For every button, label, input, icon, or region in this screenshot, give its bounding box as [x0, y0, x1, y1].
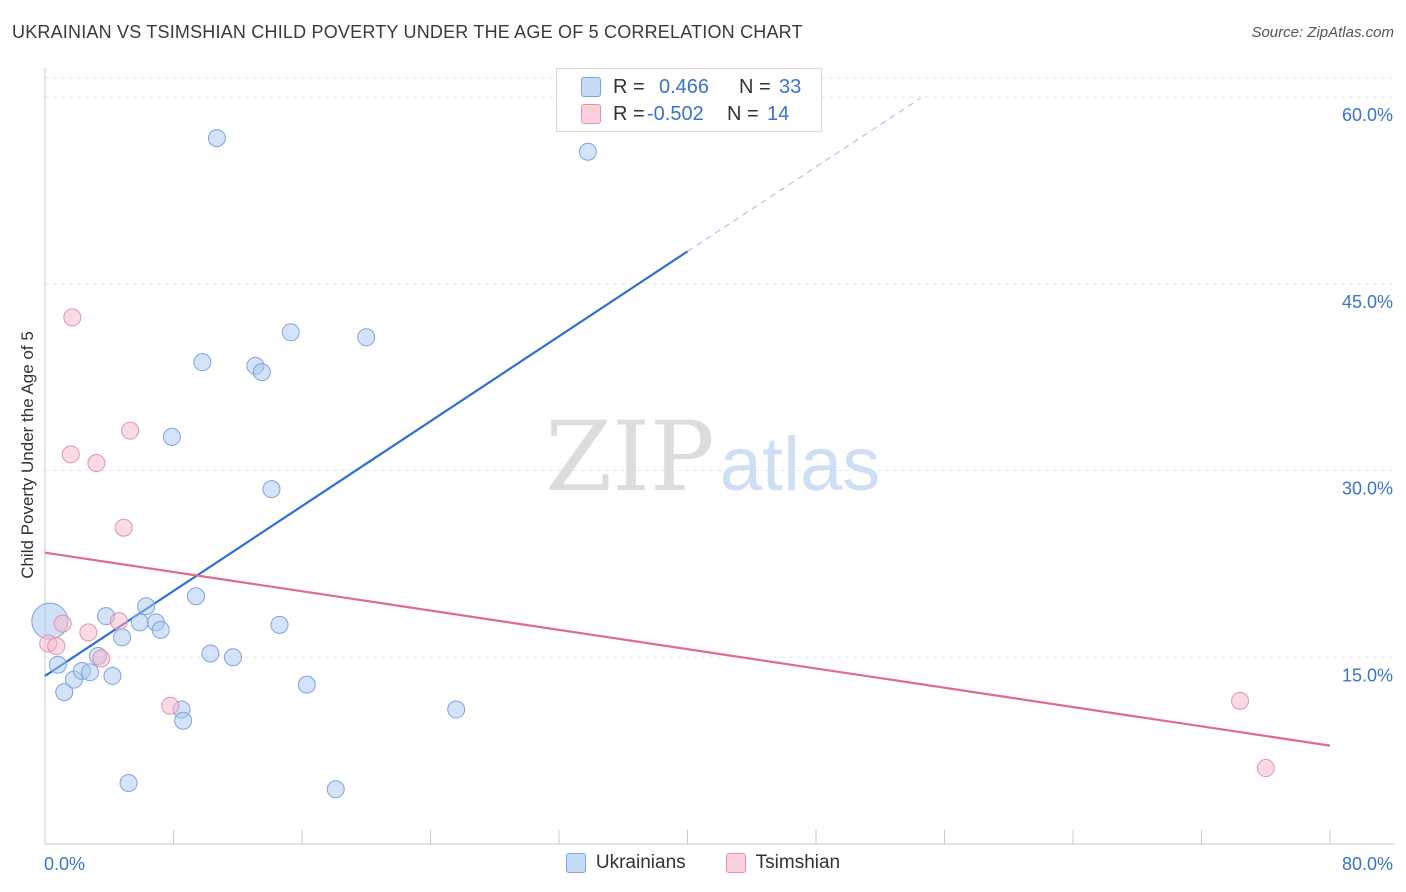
- point-tsimshian: [47, 637, 66, 656]
- point-tsimshian: [121, 421, 140, 440]
- chart-title: UKRAINIAN VS TSIMSHIAN CHILD POVERTY UND…: [12, 22, 803, 42]
- point-tsimshian: [63, 308, 82, 327]
- point-ukrainians: [262, 480, 281, 499]
- y-axis-label: Child Poverty Under the Age of 5: [18, 331, 37, 579]
- point-ukrainians: [201, 644, 220, 663]
- tick-labels: 15.0% 30.0% 45.0% 60.0% 0.0% 80.0%: [44, 105, 1393, 874]
- legend-r-value: -0.502: [647, 102, 704, 125]
- point-ukrainians: [326, 780, 345, 799]
- series-legend-ukrainians[interactable]: Ukrainians: [565, 852, 686, 874]
- series-name-ukrainians: Ukrainians: [595, 852, 686, 873]
- data-points: [31, 129, 1275, 799]
- point-ukrainians: [207, 129, 226, 148]
- point-ukrainians: [357, 328, 376, 347]
- legend-swatch-tsimshian: [581, 104, 601, 124]
- point-ukrainians: [270, 615, 289, 634]
- watermark: ZIP atlas: [545, 401, 880, 513]
- point-tsimshian: [79, 623, 98, 642]
- legend-n-value: 14: [767, 102, 790, 125]
- x-tick-label: 80.0%: [1342, 854, 1393, 874]
- point-ukrainians: [130, 613, 149, 632]
- point-ukrainians: [578, 142, 597, 161]
- trend-line-tsimshian: [44, 551, 1331, 747]
- point-ukrainians: [113, 628, 132, 647]
- point-tsimshian: [61, 445, 80, 464]
- point-tsimshian: [53, 614, 72, 633]
- point-ukrainians: [151, 620, 170, 639]
- series-legend-tsimshian[interactable]: Tsimshian: [725, 852, 841, 874]
- point-ukrainians: [55, 683, 74, 702]
- legend-r-label: R =: [613, 75, 645, 98]
- legend-row-tsimshian: R = -0.502 N = 14: [581, 101, 789, 127]
- point-ukrainians: [281, 323, 300, 342]
- y-tick-label: 45.0%: [1342, 292, 1393, 312]
- series-legend: Ukrainians Tsimshian: [0, 852, 1406, 874]
- point-tsimshian: [92, 649, 111, 668]
- point-tsimshian: [1256, 759, 1275, 778]
- y-tick-label: 60.0%: [1342, 105, 1393, 125]
- point-ukrainians: [297, 675, 316, 694]
- legend-row-ukrainians: R = 0.466 N = 33: [581, 74, 801, 100]
- point-tsimshian: [161, 696, 180, 715]
- point-tsimshian: [1231, 691, 1250, 710]
- y-tick-label: 30.0%: [1342, 479, 1393, 499]
- legend-swatch-ukrainians: [581, 77, 601, 97]
- point-tsimshian: [114, 518, 133, 537]
- point-ukrainians: [223, 648, 242, 667]
- legend-n-value: 33: [779, 75, 802, 98]
- watermark-atlas: atlas: [720, 422, 881, 507]
- legend-n-label: N =: [739, 75, 771, 98]
- trend-line-ukrainians-extension: [687, 97, 921, 252]
- series-name-tsimshian: Tsimshian: [755, 852, 841, 873]
- legend-n-label: N =: [727, 102, 759, 125]
- x-tick-label: 0.0%: [44, 854, 85, 874]
- legend-r-value: 0.466: [659, 75, 710, 98]
- point-ukrainians: [447, 700, 466, 719]
- stats-legend: R = 0.466 N = 33 R = -0.502 N = 14: [556, 68, 822, 132]
- source-label: Source: ZipAtlas.com: [1251, 24, 1394, 41]
- point-ukrainians: [103, 666, 122, 685]
- axes: [44, 68, 1394, 845]
- series-swatch-tsimshian: [725, 853, 746, 873]
- point-ukrainians: [162, 427, 181, 446]
- legend-r-label: R =: [613, 102, 645, 125]
- point-ukrainians: [119, 773, 138, 792]
- point-ukrainians: [174, 711, 193, 730]
- point-tsimshian: [87, 454, 106, 473]
- point-ukrainians: [252, 363, 271, 382]
- watermark-zip: ZIP: [545, 401, 714, 513]
- point-ukrainians: [80, 663, 99, 682]
- series-swatch-ukrainians: [565, 853, 586, 873]
- point-tsimshian: [109, 612, 128, 631]
- point-ukrainians: [48, 655, 67, 674]
- point-ukrainians: [137, 597, 156, 616]
- point-ukrainians: [186, 587, 205, 606]
- point-ukrainians: [193, 353, 212, 372]
- y-tick-label: 15.0%: [1342, 665, 1393, 685]
